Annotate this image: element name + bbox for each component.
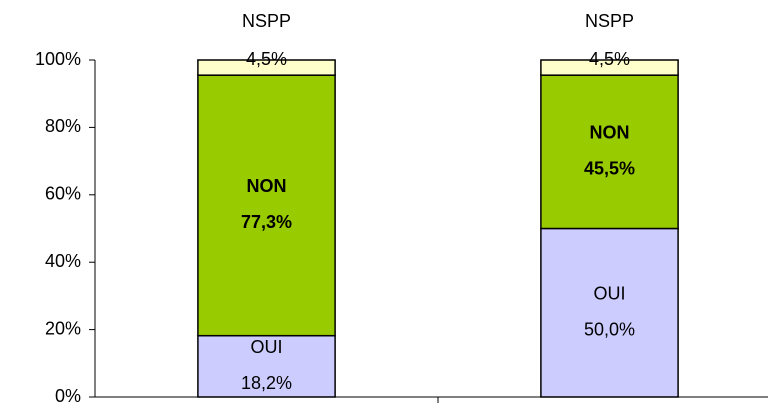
y-tick-label: 100% — [35, 49, 81, 69]
value-label: 77,3% — [241, 212, 292, 232]
value-label: 4,5% — [246, 49, 287, 69]
y-tick-label: 0% — [55, 386, 81, 403]
value-label: 50,0% — [584, 320, 635, 340]
bar-segment — [197, 334, 336, 398]
y-tick-label: 80% — [45, 116, 81, 136]
bar-segment — [197, 59, 336, 76]
bar-segment — [197, 74, 336, 337]
value-label: 45,5% — [584, 159, 635, 179]
bar-segment — [540, 74, 679, 230]
y-tick-label: 40% — [45, 251, 81, 271]
segment-name: NSPP — [242, 11, 291, 31]
segment-name: OUI — [250, 337, 282, 357]
y-tick-label: 20% — [45, 318, 81, 338]
segment-name: NON — [247, 176, 287, 196]
bar-segment — [540, 227, 679, 398]
y-tick-label: 60% — [45, 184, 81, 204]
segment-name: NSPP — [585, 11, 634, 31]
value-label: 4,5% — [589, 49, 630, 69]
segment-name: OUI — [593, 284, 625, 304]
segment-name: NON — [590, 123, 630, 143]
value-label: 18,2% — [241, 373, 292, 393]
bar-segment — [540, 59, 679, 76]
